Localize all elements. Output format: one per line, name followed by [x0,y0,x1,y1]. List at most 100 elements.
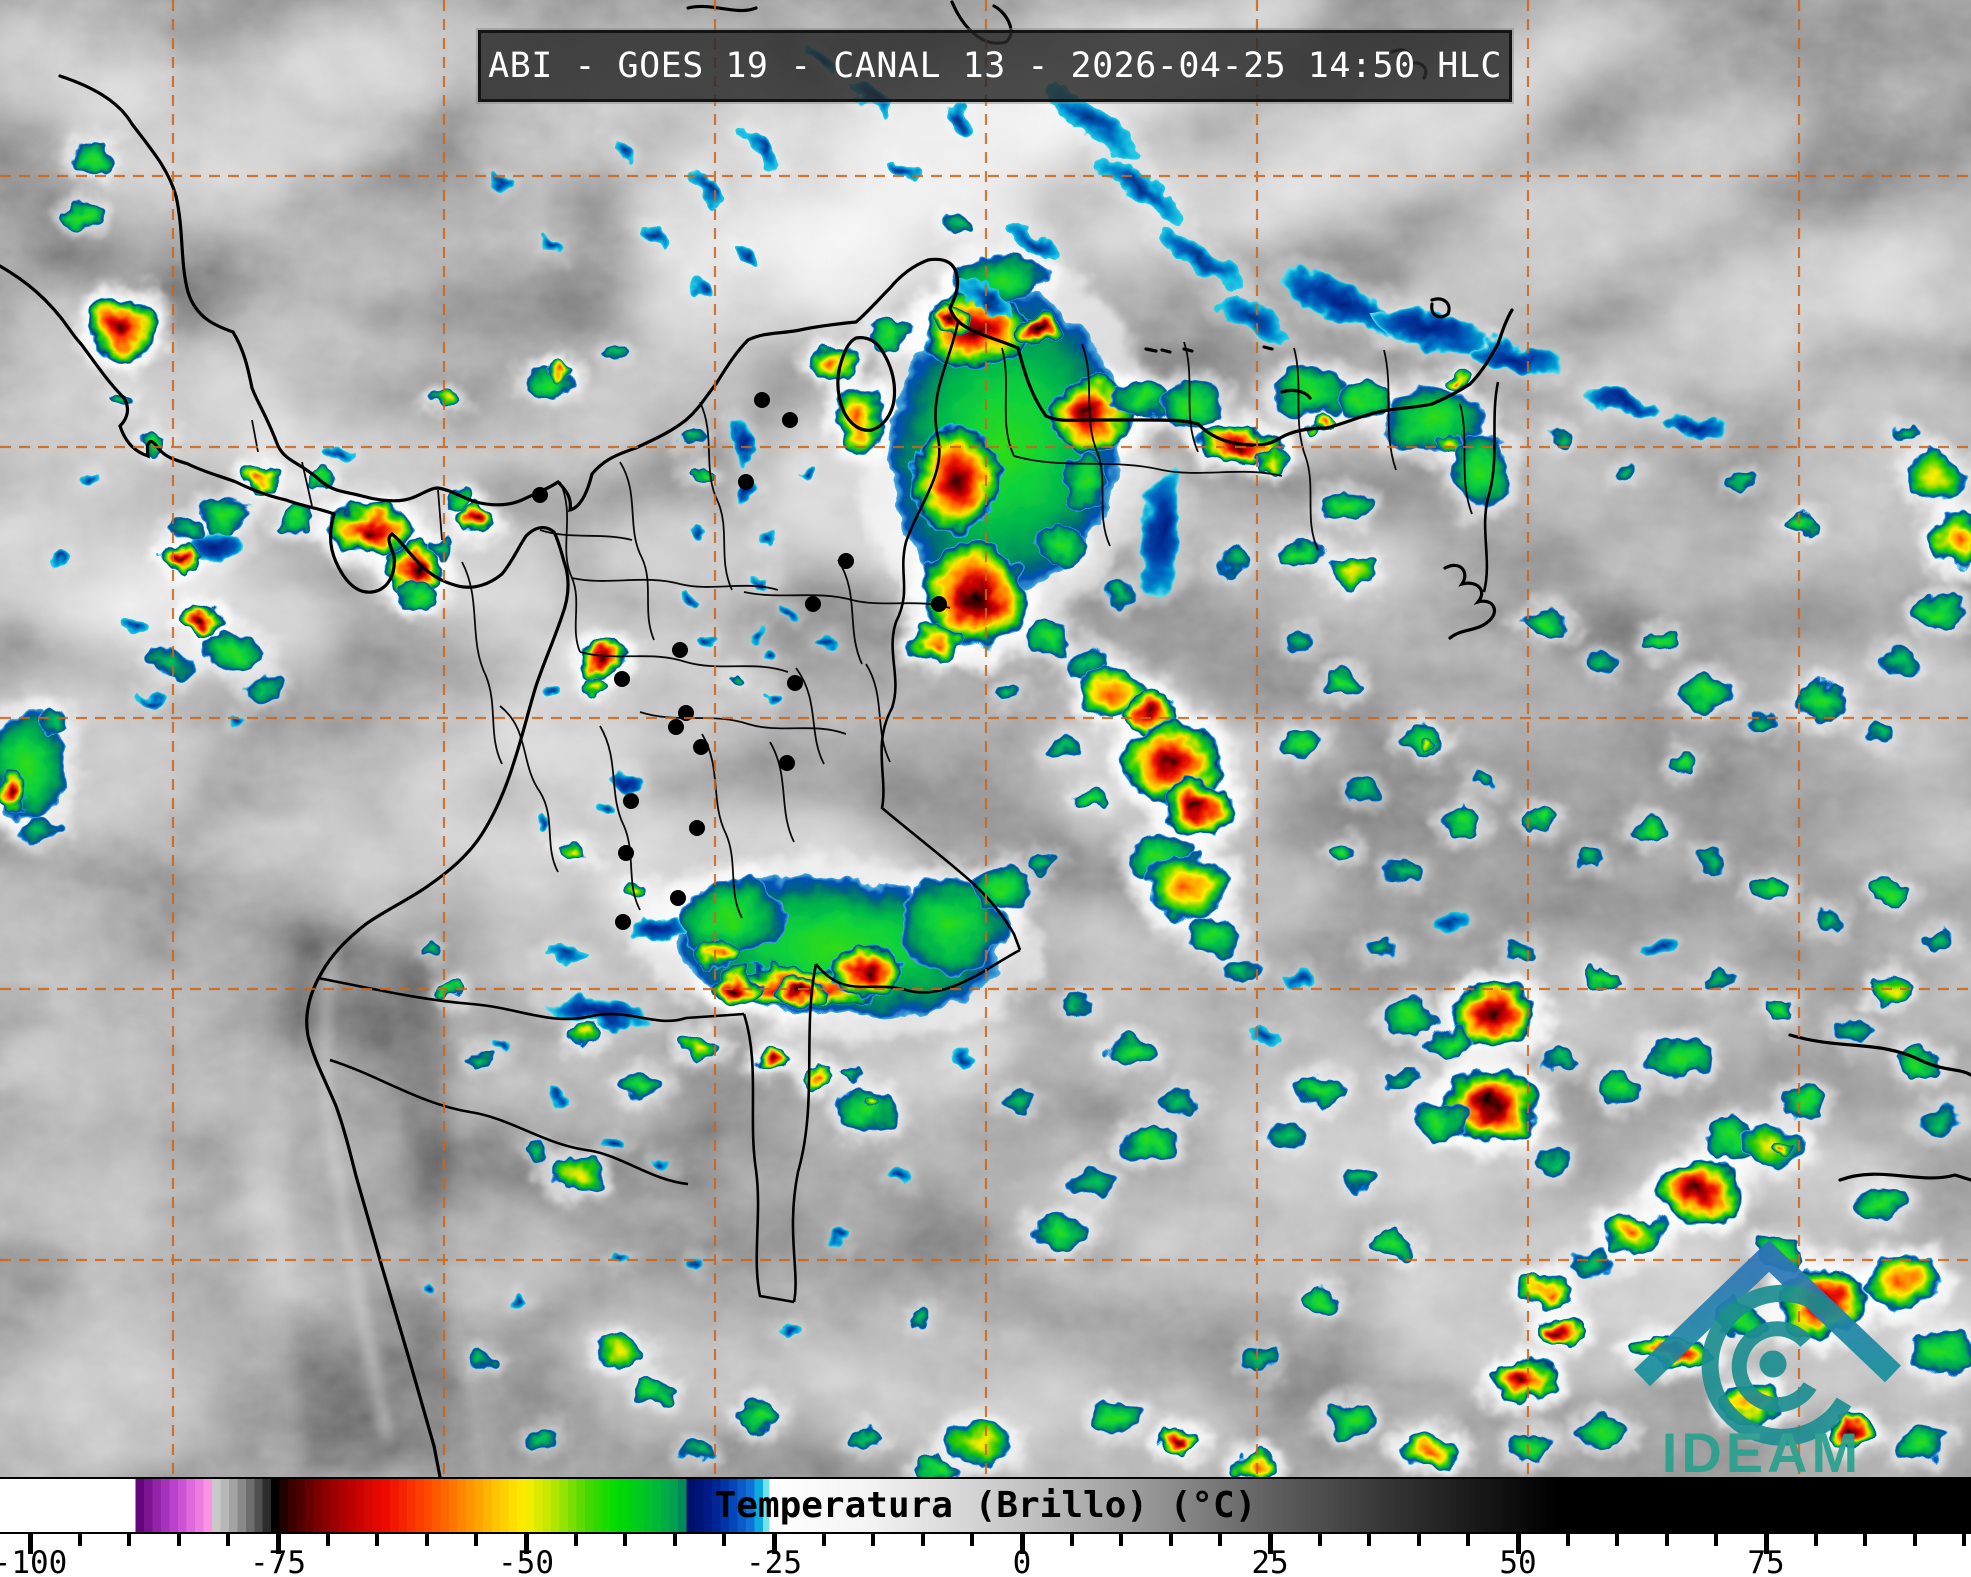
convective-cell [421,1284,439,1296]
colorbar-minor-tick [1962,1534,1967,1546]
city-dot [678,705,694,721]
convective-cell [1364,940,1396,960]
convective-cell [1326,556,1378,588]
colorbar-major-tick [1763,1534,1769,1554]
ideam-logo-text: IDEAM [1662,1421,1862,1477]
convective-cell [682,594,698,606]
convective-cell [1300,1287,1340,1313]
convective-cell [543,686,563,700]
graticule-lines [0,0,1971,1477]
convective-cell [1932,510,1971,570]
convective-cell [838,1088,894,1132]
convective-cell [1508,1431,1552,1459]
convective-cell [1816,910,1844,930]
convective-cell [1280,269,1400,335]
convective-cell [1600,1210,1664,1254]
convective-cell [627,919,683,941]
convective-cell [675,880,785,956]
convective-cell [1102,580,1138,604]
colorbar-major-tick [27,1534,33,1554]
department-border-path [795,667,825,765]
convective-cell [1286,971,1314,989]
convective-cell [866,320,910,352]
convective-cell [736,1401,784,1429]
convective-cell [1076,790,1104,810]
convective-cell [510,1293,530,1307]
convective-cell [1540,1317,1584,1347]
colorbar-major-tick [1515,1534,1521,1554]
convective-cell [1336,383,1388,417]
department-border-path [701,733,743,919]
colorbar-ticks: -100 -75 -50 -25 0 25 50 75 [0,1534,1971,1577]
convective-cell [1222,954,1262,982]
convective-cell [385,542,445,602]
convective-cell [86,298,158,358]
colorbar-tick-label: 50 [1499,1545,1537,1577]
convective-cell [1061,452,1109,508]
convective-cell [605,345,625,359]
colorbar-minor-tick [1466,1534,1471,1546]
convective-cell [140,694,160,706]
convective-cell [247,678,283,702]
convective-cell [1070,1168,1114,1196]
convective-cell [688,467,712,483]
convective-cell [1162,1089,1202,1115]
convective-cell [203,632,267,672]
convective-cell [495,1041,515,1055]
convective-cell [652,1155,672,1169]
convective-cell [280,508,312,532]
convective-cell [50,553,70,567]
convective-cell [1369,306,1487,354]
convective-cell [690,1253,710,1267]
convective-cell [623,880,651,900]
convective-cell [796,464,814,476]
convective-cell [752,574,768,586]
convective-cell [185,527,245,563]
convective-cell [908,1312,932,1328]
convective-cell [1254,449,1290,471]
convective-cell [1400,1432,1460,1468]
colorbar-minor-tick [1863,1534,1868,1546]
convective-cell [1282,539,1322,565]
convective-cell [1324,1404,1376,1436]
convective-cell [180,606,224,638]
department-border-path [461,561,503,765]
convective-cell [1428,1026,1476,1058]
colorbar-minor-tick [1714,1534,1719,1546]
department-border-path [1001,347,1015,457]
convective-cell [774,977,830,1007]
convective-cell [1282,728,1322,756]
convective-cell [1864,1254,1940,1310]
colorbar-minor-tick [474,1534,479,1546]
convective-cell [1548,427,1572,443]
colorbar-minor-tick [325,1534,330,1546]
convective-cell [1490,1360,1554,1404]
convective-cell [915,1458,955,1477]
convective-cell [1896,1425,1948,1459]
ideam-logo-eye-icon [1759,1350,1787,1378]
colorbar-tick-label: -25 [746,1545,802,1577]
city-dot [805,596,821,612]
convective-cell [1453,983,1537,1047]
convective-cell [1469,342,1561,374]
convective-cell [1097,155,1183,221]
convective-cell [1584,969,1616,991]
convective-cell [910,425,1000,535]
convective-cell [468,1352,492,1368]
convective-cell [231,714,249,726]
colorbar-minor-tick [1565,1534,1570,1546]
convective-cell [1286,631,1318,653]
convective-cell [692,524,708,536]
convective-cell [1061,995,1089,1015]
coastline-path [1430,297,1451,319]
convective-cell [1442,371,1470,389]
convective-cell [1729,473,1755,491]
convective-cell [697,940,737,970]
convective-cell [1750,877,1790,903]
convective-cell [1469,773,1495,791]
convective-cell [946,109,974,131]
convective-cell [1658,1160,1742,1224]
department-border-path [1081,343,1111,547]
department-border-path [499,705,559,873]
colorbar-minor-tick [226,1534,231,1546]
